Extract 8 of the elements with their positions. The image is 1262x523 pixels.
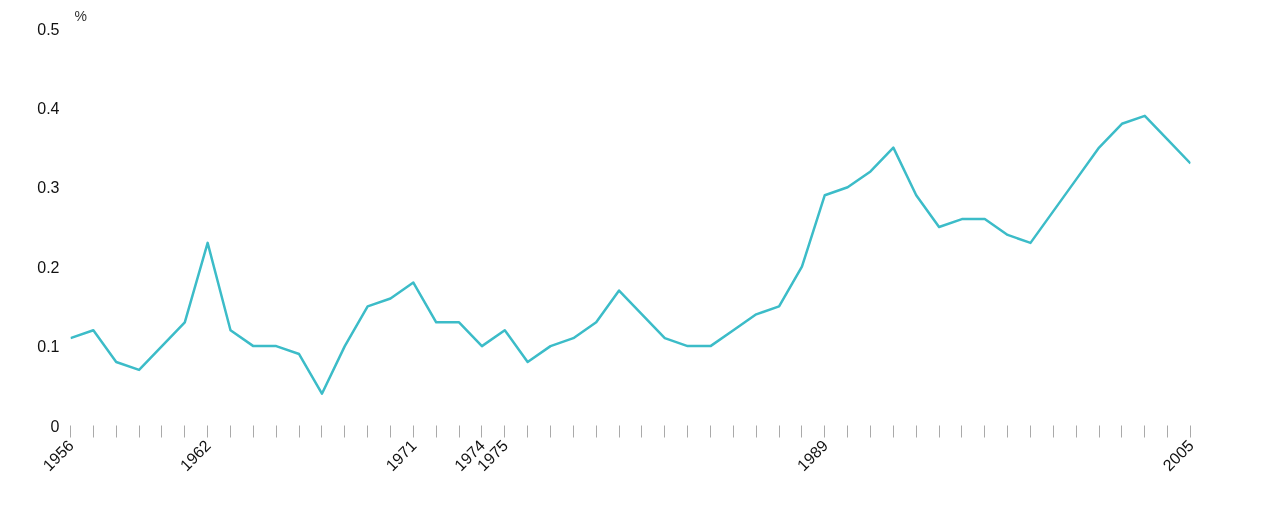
y-tick-label: 0.3 [37,179,60,197]
y-tick-label: 0.1 [37,338,60,356]
y-tick-label: 0.5 [37,20,60,38]
y-tick-label: 0 [50,417,60,435]
line-series [70,114,1191,395]
y-tick-label: 0.2 [37,258,60,276]
y-axis-title: % [74,7,87,24]
y-tick-label: 0.4 [37,99,60,117]
